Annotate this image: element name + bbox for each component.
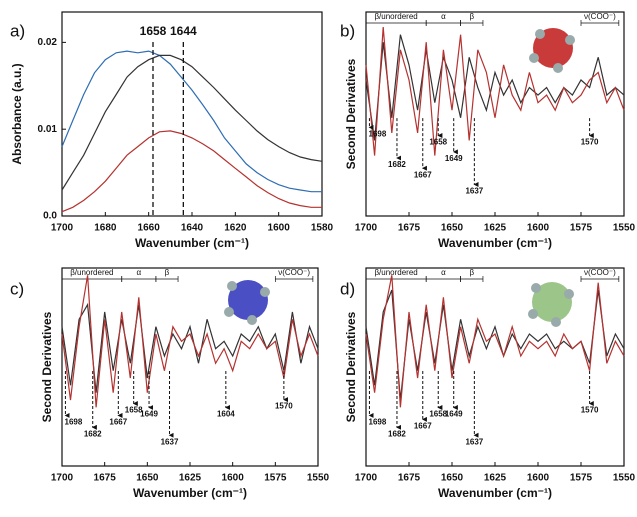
plot-frame — [365, 11, 625, 217]
x-tick-label: 1550 — [613, 223, 636, 234]
series-line — [61, 50, 322, 193]
x-tick-label: 1575 — [570, 473, 593, 484]
x-tick-label: 1625 — [179, 473, 202, 484]
x-tick-label: 1650 — [441, 473, 464, 484]
y-axis-label: Second Derivatives — [40, 311, 54, 422]
marker-label: 1644 — [170, 24, 197, 38]
region-label: α — [441, 268, 446, 277]
series-line — [365, 289, 625, 401]
series-line — [365, 34, 625, 141]
region-label: ν(COO⁻) — [584, 12, 616, 21]
series-line — [365, 275, 625, 408]
annotation-label: 1570 — [275, 402, 293, 411]
x-tick-label: 1575 — [264, 473, 287, 484]
annotation-label: 1698 — [369, 130, 387, 139]
icon-green — [528, 282, 574, 327]
icon-red — [529, 28, 575, 73]
annotation-label: 1698 — [65, 418, 83, 427]
annotation-label: 1658 — [429, 410, 447, 419]
y-axis-label: Second Derivatives — [344, 311, 358, 422]
x-tick-label: 1650 — [136, 473, 159, 484]
annotation-label: 1667 — [109, 418, 127, 427]
region-label: β/unordered — [374, 12, 417, 21]
region-label: α — [441, 12, 446, 21]
x-axis-label: Wavenumber (cm⁻¹) — [438, 236, 552, 250]
x-axis-label: Wavenumber (cm⁻¹) — [133, 486, 247, 500]
series-line — [61, 302, 319, 393]
icon-blue — [224, 280, 270, 325]
y-axis-label: Second Derivatives — [344, 58, 358, 169]
x-tick-label: 1575 — [570, 223, 593, 234]
region-label: β/unordered — [70, 268, 113, 277]
annotation-label: 1649 — [445, 154, 463, 163]
x-tick-label: 1600 — [527, 473, 550, 484]
x-tick-label: 1675 — [94, 473, 117, 484]
annotation-label: 1649 — [140, 410, 158, 419]
x-tick-label: 1700 — [355, 473, 378, 484]
x-tick-label: 1640 — [181, 223, 204, 234]
y-tick-label: 0.0 — [43, 211, 57, 222]
x-axis-label: Wavenumber (cm⁻¹) — [438, 486, 552, 500]
panel-label: d) — [340, 279, 355, 298]
annotation-label: 1682 — [388, 429, 406, 438]
x-tick-label: 1550 — [613, 473, 636, 484]
x-tick-label: 1550 — [307, 473, 330, 484]
x-tick-label: 1625 — [484, 223, 507, 234]
annotation-label: 1698 — [369, 418, 387, 427]
annotation-label: 1637 — [465, 437, 483, 446]
annotation-label: 1649 — [445, 410, 463, 419]
region-label: β — [469, 268, 474, 277]
x-tick-label: 1700 — [51, 223, 74, 234]
marker-label: 1658 — [140, 24, 167, 38]
region-label: ν(COO⁻) — [278, 268, 310, 277]
series-line — [61, 275, 319, 408]
y-tick-label: 0.01 — [38, 124, 58, 135]
annotation-label: 1570 — [581, 406, 599, 415]
x-tick-label: 1580 — [311, 223, 334, 234]
x-tick-label: 1675 — [398, 473, 421, 484]
panel-label: b) — [340, 21, 355, 40]
annotation-label: 1637 — [161, 437, 179, 446]
annotation-label: 1667 — [414, 170, 432, 179]
annotation-label: 1570 — [581, 138, 599, 147]
x-tick-label: 1675 — [398, 223, 421, 234]
x-tick-label: 1680 — [94, 223, 117, 234]
region-label: ν(COO⁻) — [584, 268, 616, 277]
panel-label: a) — [10, 21, 25, 40]
region-label: β/unordered — [374, 268, 417, 277]
series-line — [61, 130, 322, 213]
region-label: β — [469, 12, 474, 21]
annotation-label: 1682 — [84, 429, 102, 438]
annotation-label: 1667 — [414, 422, 432, 431]
x-tick-label: 1625 — [484, 473, 507, 484]
x-tick-label: 1700 — [51, 473, 74, 484]
annotation-label: 1658 — [125, 406, 143, 415]
x-tick-label: 1650 — [441, 223, 464, 234]
y-axis-label: Absorbance (a.u.) — [10, 63, 24, 164]
x-tick-label: 1600 — [527, 223, 550, 234]
x-tick-label: 1700 — [355, 223, 378, 234]
x-tick-label: 1600 — [268, 223, 291, 234]
x-axis-label: Wavenumber (cm⁻¹) — [135, 236, 249, 250]
x-tick-label: 1620 — [224, 223, 247, 234]
x-tick-label: 1600 — [222, 473, 245, 484]
series-line — [365, 27, 625, 156]
region-label: β — [165, 268, 170, 277]
x-tick-label: 1660 — [138, 223, 161, 234]
panel-label: c) — [10, 279, 24, 298]
annotation-label: 1604 — [217, 410, 235, 419]
y-tick-label: 0.02 — [38, 37, 58, 48]
annotation-label: 1682 — [388, 160, 406, 169]
series-line — [61, 54, 323, 191]
annotation-label: 1658 — [429, 138, 447, 147]
region-label: α — [136, 268, 141, 277]
annotation-label: 1637 — [465, 187, 483, 196]
